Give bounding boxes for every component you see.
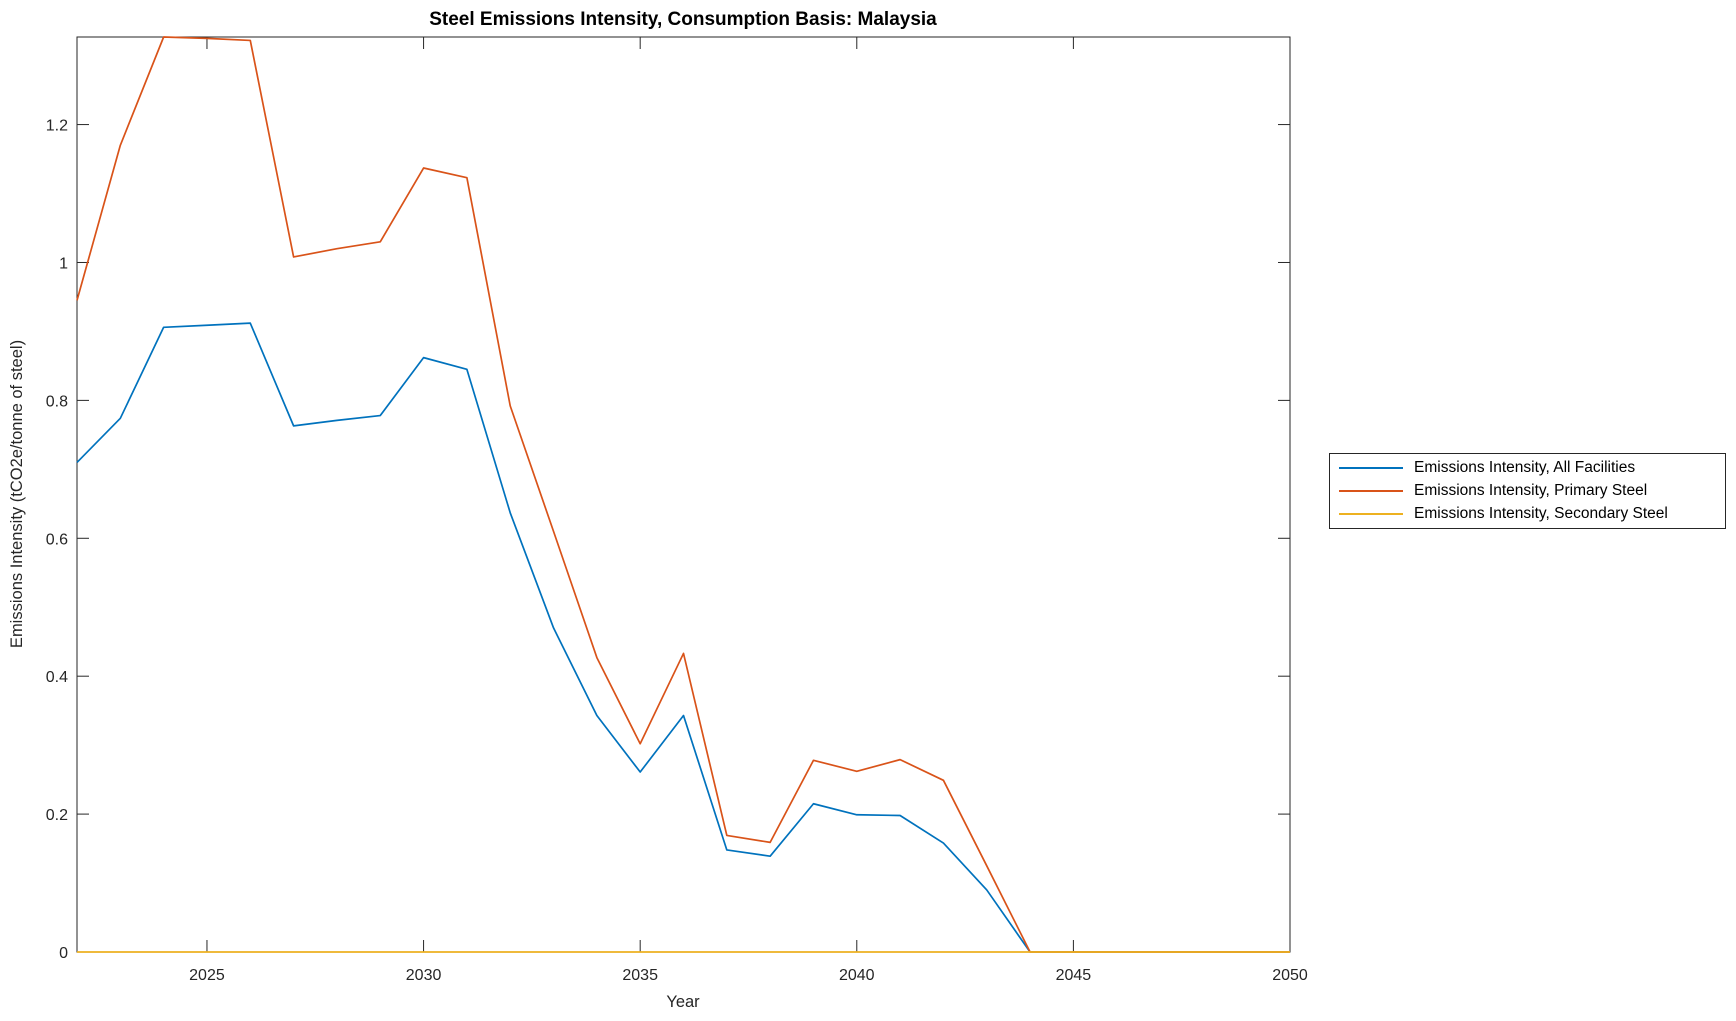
axes-layer: 2025 2030 2035 2040 2045 2050 0 0.2 0.4 0.6 0.8 1 1.… — [46, 36, 1308, 984]
y-tick-label: 0.8 — [46, 393, 68, 410]
series-line — [76, 36, 1290, 953]
y-tick-label: 0.4 — [46, 669, 68, 686]
x-axis-label: Year — [666, 993, 700, 1011]
x-tick-label: 2040 — [839, 967, 875, 984]
legend-item: Emissions Intensity, All Facilities — [1339, 456, 1725, 479]
series-layer — [76, 36, 1290, 953]
legend-line-swatch — [1339, 466, 1403, 469]
y-tick-label: 0.6 — [46, 531, 68, 548]
series-line — [76, 322, 1290, 953]
chart-title: Steel Emissions Intensity, Consumption B… — [429, 9, 937, 30]
y-tick-label: 0 — [59, 945, 68, 962]
legend-label: Emissions Intensity, Secondary Steel — [1414, 505, 1668, 523]
x-tick-label: 2035 — [622, 967, 658, 984]
y-axis-label: Emissions Intensity (tCO2e/tonne of stee… — [8, 340, 26, 648]
legend-line-swatch — [1339, 513, 1403, 516]
y-tick-label: 1.2 — [46, 118, 68, 135]
legend-item: Emissions Intensity, Secondary Steel — [1339, 503, 1725, 526]
x-tick-label: 2030 — [406, 967, 442, 984]
legend-label: Emissions Intensity, Primary Steel — [1414, 481, 1648, 499]
legend-item: Emissions Intensity, Primary Steel — [1339, 479, 1725, 502]
x-tick-label: 2045 — [1056, 967, 1092, 984]
legend-line-swatch — [1339, 489, 1403, 492]
axes-box — [76, 36, 1291, 953]
x-tick-label: 2050 — [1272, 967, 1308, 984]
y-tick-label: 1 — [59, 255, 68, 272]
legend-label: Emissions Intensity, All Facilities — [1414, 458, 1636, 476]
legend: Emissions Intensity, All Facilities Emis… — [1329, 453, 1726, 529]
y-tick-label: 0.2 — [46, 807, 68, 824]
x-tick-label: 2025 — [189, 967, 225, 984]
